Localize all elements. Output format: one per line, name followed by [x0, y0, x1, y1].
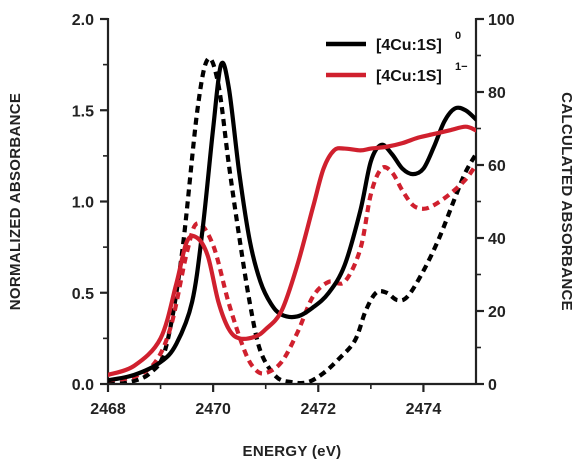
y-tick-label-right: 20 [488, 304, 506, 321]
y-axis-title-right: CALCULATED ABSORBANCE [558, 92, 575, 311]
x-tick-label: 2468 [90, 401, 126, 418]
x-tick-label: 2470 [195, 401, 231, 418]
legend-label: [4Cu:1S] [376, 68, 442, 85]
legend-label: [4Cu:1S] [376, 37, 442, 54]
series-line-reduced-calculated [108, 163, 476, 383]
y-tick-label-left: 2.0 [72, 12, 94, 29]
y-tick-label-right: 80 [488, 85, 506, 102]
series-line-neutral-experimental [108, 60, 476, 383]
y-tick-label-right: 60 [488, 158, 506, 175]
axes-layer: 2468 2470 2472 2474 0.0 0.5 1.0 1.5 2.0 0 20 40 60 80… [72, 12, 515, 418]
y-tick-label-left: 1.0 [72, 195, 94, 212]
legend-label-superscript: 0 [455, 30, 461, 42]
y-tick-label-right: 0 [488, 377, 497, 394]
series-layer [108, 56, 476, 383]
series-line-neutral-calculated [108, 56, 476, 383]
legend: [4Cu:1S] 0 [4Cu:1S] 1− [326, 30, 468, 85]
y-tick-label-left: 1.5 [72, 103, 94, 120]
x-tick-label: 2472 [300, 401, 336, 418]
y-tick-label-left: 0.0 [72, 377, 94, 394]
series-line-reduced-experimental [108, 124, 476, 377]
y-axis-title-left: NORMALIZED ABSORBANCE [7, 93, 24, 310]
x-axis-title: ENERGY (eV) [243, 443, 342, 460]
legend-label-superscript: 1− [455, 61, 468, 73]
y-tick-label-left: 0.5 [72, 286, 94, 303]
y-tick-label-right: 100 [488, 12, 515, 29]
y-tick-label-right: 40 [488, 231, 506, 248]
x-tick-label: 2474 [406, 401, 442, 418]
